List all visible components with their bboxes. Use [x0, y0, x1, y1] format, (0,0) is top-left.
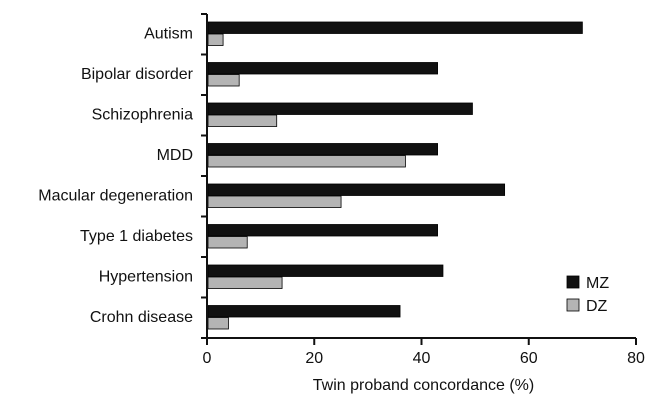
bar-mz-macular-degeneration [207, 183, 506, 196]
bar-dz-autism [207, 33, 224, 46]
x-axis-title: Twin proband concordance (%) [313, 377, 534, 394]
x-tick-label-60: 60 [520, 350, 538, 367]
category-label-type-1-diabetes: Type 1 diabetes [80, 228, 193, 245]
x-tick-label-0: 0 [203, 350, 212, 367]
legend-mz-swatch [566, 275, 580, 289]
bar-mz-hypertension [207, 264, 444, 277]
category-label-bipolar-disorder: Bipolar disorder [81, 66, 194, 83]
category-label-schizophrenia: Schizophrenia [92, 107, 194, 124]
bar-mz-crohn-disease [207, 305, 401, 318]
category-labels: Autism Bipolar disorder Schizophrenia MDD Ma… [38, 26, 193, 327]
bar-dz-schizophrenia [207, 114, 278, 127]
bars-group [207, 21, 583, 330]
x-tick-label-20: 20 [305, 350, 323, 367]
legend-dz-swatch [566, 298, 580, 312]
legend-dz-label: DZ [586, 298, 608, 315]
bar-dz-hypertension [207, 276, 283, 289]
bar-dz-type-1-diabetes [207, 236, 248, 249]
legend-mz-label: MZ [586, 275, 609, 292]
bar-dz-mdd [207, 155, 406, 168]
bar-mz-schizophrenia [207, 102, 473, 115]
bar-dz-bipolar-disorder [207, 74, 240, 87]
x-tick-label-80: 80 [627, 350, 645, 367]
x-tick-label-40: 40 [413, 350, 431, 367]
x-ticks: 0 20 40 60 80 [203, 338, 645, 367]
category-label-crohn-disease: Crohn disease [90, 309, 193, 326]
bar-mz-type-1-diabetes [207, 224, 438, 237]
bar-dz-crohn-disease [207, 317, 229, 330]
category-label-macular-degeneration: Macular degeneration [38, 188, 193, 205]
category-label-autism: Autism [144, 26, 193, 43]
bar-dz-macular-degeneration [207, 195, 342, 208]
category-label-hypertension: Hypertension [99, 269, 193, 286]
category-label-mdd: MDD [157, 147, 193, 164]
y-tick-marks [201, 13, 207, 339]
bar-mz-autism [207, 21, 583, 34]
bar-mz-mdd [207, 143, 438, 156]
bar-mz-bipolar-disorder [207, 62, 438, 75]
legend: MZ DZ [566, 275, 609, 315]
